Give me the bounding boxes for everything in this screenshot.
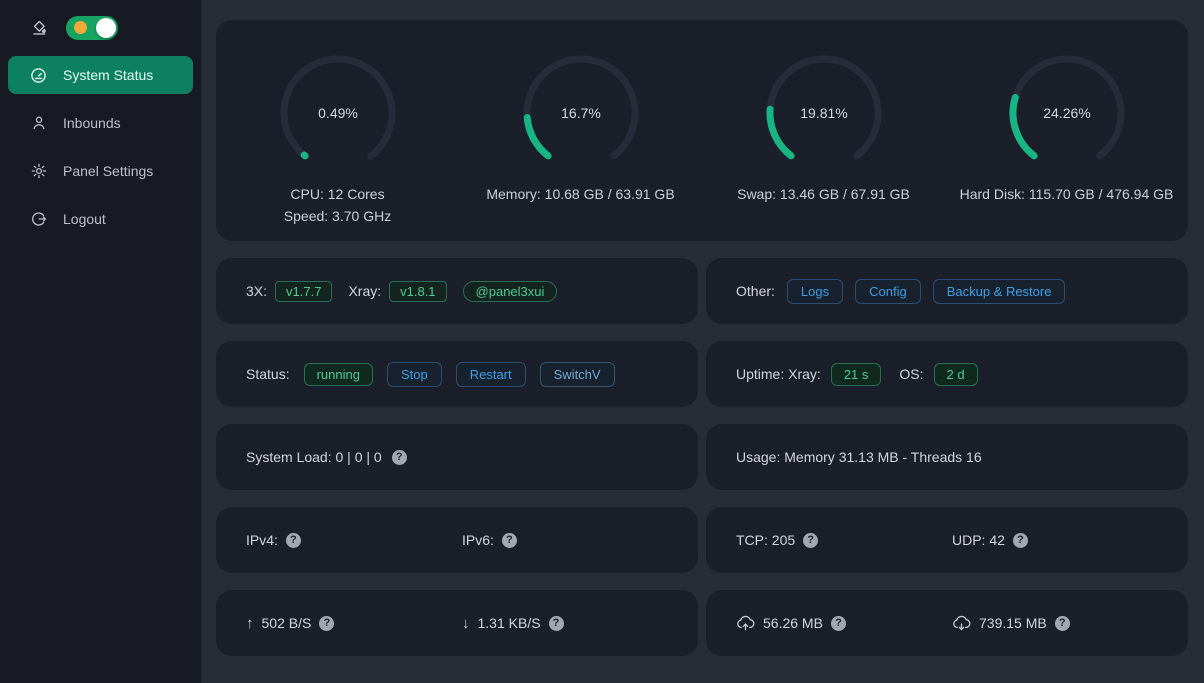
sun-icon: [74, 21, 87, 34]
toggle-knob: [96, 18, 116, 38]
status-badge: running: [303, 362, 373, 386]
cloud-upload-icon: [736, 615, 755, 631]
arrow-down-icon: ↓: [462, 614, 470, 632]
telegram-link[interactable]: @panel3xui: [462, 280, 558, 302]
total-sent: 56.26 MB: [763, 615, 823, 631]
sidebar-item-label: Logout: [63, 211, 106, 227]
sidebar-item-system-status[interactable]: System Status: [8, 56, 193, 94]
sidebar-item-label: Panel Settings: [63, 163, 154, 179]
sidebar-item-logout[interactable]: Logout: [8, 200, 193, 238]
config-button[interactable]: Config: [855, 278, 921, 304]
sidebar-nav: System Status Inbounds Panel Settings Lo…: [8, 56, 193, 238]
os-label: OS:: [899, 366, 924, 382]
gauge-percent: 24.26%: [1043, 105, 1090, 121]
uptime-label: Uptime: Xray:: [736, 366, 821, 382]
connections-card: TCP: 205 UDP: 42: [706, 507, 1188, 573]
other-card: Other: Logs Config Backup & Restore: [706, 258, 1188, 324]
help-icon[interactable]: [501, 532, 517, 548]
other-label: Other:: [736, 283, 775, 299]
os-uptime-badge: 2 d: [933, 362, 978, 386]
gauge-caption: Swap: 13.46 GB / 67.91 GB: [737, 186, 910, 202]
download-speed: 1.31 KB/S: [477, 615, 541, 631]
3x-version-tag: v1.7.7: [275, 280, 333, 302]
uptime-card: Uptime: Xray: 21 s OS: 2 d: [706, 341, 1188, 407]
help-icon[interactable]: [830, 615, 846, 631]
gear-icon: [30, 163, 47, 179]
dark-mode-toggle[interactable]: [66, 16, 118, 40]
version-card: 3X: v1.7.7 Xray: v1.8.1 @panel3xui: [216, 258, 698, 324]
theme-icon: [30, 19, 48, 37]
gauge-percent: 0.49%: [318, 105, 358, 121]
tcp-count: TCP: 205: [736, 532, 796, 548]
ipv6-label: IPv6:: [462, 532, 494, 548]
sidebar-item-inbounds[interactable]: Inbounds: [8, 104, 193, 142]
main-content: 0.49% CPU: 12 Cores Speed: 3.70 GHz 16.7…: [201, 0, 1204, 683]
arrow-up-icon: ↑: [246, 614, 254, 632]
logout-icon: [30, 211, 47, 227]
xray-version-tag: v1.8.1: [389, 280, 447, 302]
status-card: Status: running Stop Restart SwitchV: [216, 341, 698, 407]
upload-speed: 502 B/S: [261, 615, 312, 631]
system-load-card: System Load: 0 | 0 | 0: [216, 424, 698, 490]
total-received: 739.15 MB: [979, 615, 1047, 631]
help-icon[interactable]: [285, 532, 301, 548]
gauge-percent: 16.7%: [561, 105, 601, 121]
stop-button[interactable]: Stop: [386, 361, 442, 387]
gauge-swap: 19.81% Swap: 13.46 GB / 67.91 GB: [702, 53, 945, 241]
traffic-total-card: 56.26 MB 739.15 MB: [706, 590, 1188, 656]
gauge-caption: Memory: 10.68 GB / 63.91 GB: [486, 186, 675, 202]
status-label: Status:: [246, 366, 290, 382]
usage-card: Usage: Memory 31.13 MB - Threads 16: [706, 424, 1188, 490]
backup-restore-button[interactable]: Backup & Restore: [932, 278, 1066, 304]
theme-toggle-row: [8, 16, 193, 40]
gauge-caption: CPU: 12 Cores: [290, 186, 385, 202]
help-icon[interactable]: [319, 615, 335, 631]
help-icon[interactable]: [803, 532, 819, 548]
network-speed-card: ↑ 502 B/S ↓ 1.31 KB/S: [216, 590, 698, 656]
gauge-cpu: 0.49% CPU: 12 Cores Speed: 3.70 GHz: [216, 53, 459, 241]
gauge-percent: 19.81%: [800, 105, 847, 121]
gauge-caption: Speed: 3.70 GHz: [283, 208, 392, 224]
gauge-memory: 16.7% Memory: 10.68 GB / 63.91 GB: [459, 53, 702, 241]
sidebar: System Status Inbounds Panel Settings Lo…: [0, 0, 201, 683]
sidebar-item-panel-settings[interactable]: Panel Settings: [8, 152, 193, 190]
cloud-download-icon: [952, 615, 971, 631]
xray-uptime-badge: 21 s: [830, 362, 882, 386]
dashboard-icon: [30, 67, 47, 84]
gauge-caption: Hard Disk: 115.70 GB / 476.94 GB: [959, 186, 1174, 202]
help-icon[interactable]: [1054, 615, 1070, 631]
usage-text: Usage: Memory 31.13 MB - Threads 16: [736, 449, 982, 465]
udp-count: UDP: 42: [952, 532, 1005, 548]
restart-button[interactable]: Restart: [455, 361, 526, 387]
system-gauges-card: 0.49% CPU: 12 Cores Speed: 3.70 GHz 16.7…: [216, 20, 1188, 241]
help-icon[interactable]: [391, 449, 407, 465]
help-icon[interactable]: [548, 615, 564, 631]
user-icon: [30, 115, 47, 131]
ipv4-label: IPv4:: [246, 532, 278, 548]
3x-label: 3X:: [246, 283, 268, 299]
help-icon[interactable]: [1012, 532, 1028, 548]
logs-button[interactable]: Logs: [786, 278, 844, 304]
xray-label: Xray:: [348, 283, 382, 299]
sidebar-item-label: Inbounds: [63, 115, 121, 131]
system-load-text: System Load: 0 | 0 | 0: [246, 449, 382, 465]
gauge-hard-disk: 24.26% Hard Disk: 115.70 GB / 476.94 GB: [945, 53, 1188, 241]
ip-card: IPv4: IPv6:: [216, 507, 698, 573]
sidebar-item-label: System Status: [63, 67, 154, 83]
switch-version-button[interactable]: SwitchV: [539, 361, 615, 387]
